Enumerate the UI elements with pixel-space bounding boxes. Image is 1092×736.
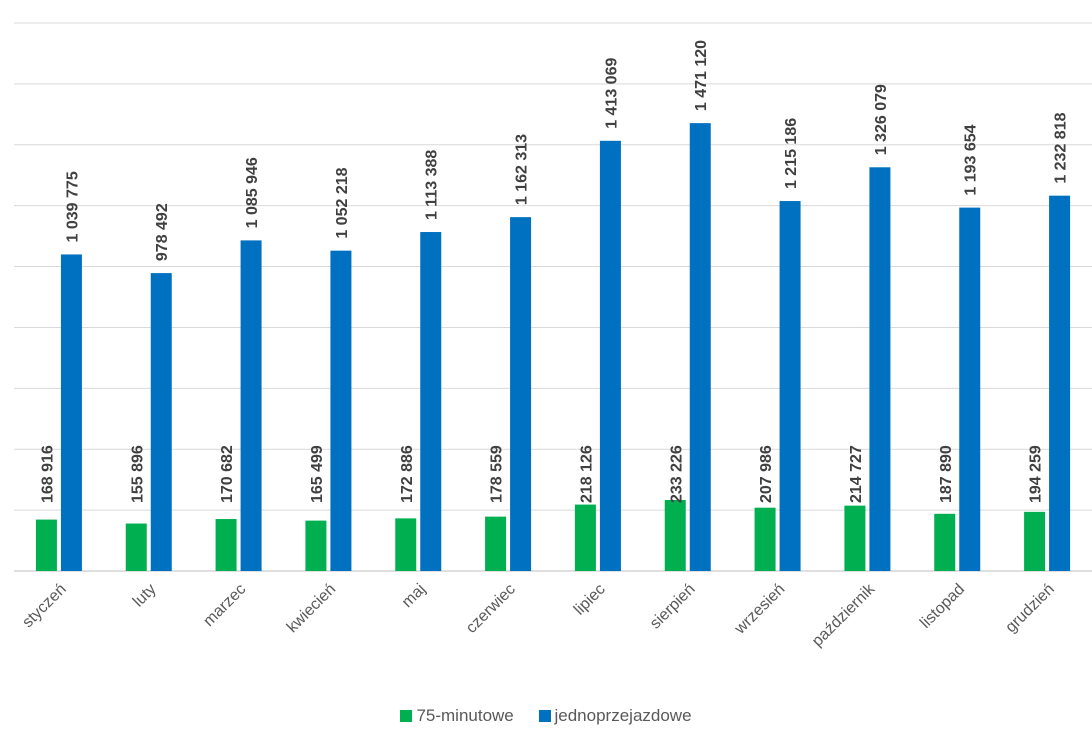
x-tick-label: marzec bbox=[200, 581, 249, 630]
bar-jednoprzejazdowe-1 bbox=[150, 273, 172, 571]
bar-75-minutowe-8 bbox=[754, 507, 776, 571]
gridlines bbox=[14, 22, 1092, 572]
data-label: 233 226 bbox=[668, 445, 685, 503]
data-label: 170 682 bbox=[219, 445, 236, 503]
bar-75-minutowe-9 bbox=[844, 505, 866, 571]
data-label: 1 232 818 bbox=[1053, 112, 1070, 183]
legend-item-75-minutowe: 75-minutowe bbox=[400, 706, 514, 726]
x-tick-label: wrzesień bbox=[731, 581, 788, 638]
legend-label: 75-minutowe bbox=[416, 706, 514, 725]
bar-75-minutowe-4 bbox=[395, 518, 417, 571]
bar-jednoprzejazdowe-0 bbox=[60, 254, 82, 571]
data-label: 1 193 654 bbox=[963, 124, 980, 195]
bar-75-minutowe-11 bbox=[1024, 511, 1046, 571]
data-label: 178 559 bbox=[489, 445, 506, 503]
bar-75-minutowe-7 bbox=[664, 499, 686, 571]
data-label: 155 896 bbox=[129, 445, 146, 503]
x-tick-label: listopad bbox=[917, 581, 968, 632]
data-label: 1 413 069 bbox=[603, 58, 620, 129]
data-label: 172 886 bbox=[399, 445, 416, 503]
data-label: 1 039 775 bbox=[64, 171, 81, 242]
bar-jednoprzejazdowe-4 bbox=[420, 232, 442, 571]
data-label: 194 259 bbox=[1028, 445, 1045, 503]
data-label: 218 126 bbox=[578, 445, 595, 503]
bar-75-minutowe-10 bbox=[934, 513, 956, 571]
bar-75-minutowe-5 bbox=[485, 516, 507, 571]
legend-swatch-green bbox=[400, 710, 413, 722]
bar-jednoprzejazdowe-2 bbox=[240, 240, 262, 571]
bars bbox=[35, 123, 1071, 572]
legend-swatch-blue bbox=[538, 710, 551, 722]
data-label: 1 326 079 bbox=[873, 84, 890, 155]
data-label: 187 890 bbox=[938, 445, 955, 503]
data-label: 214 727 bbox=[848, 445, 865, 503]
data-label: 1 113 388 bbox=[424, 150, 441, 220]
data-label: 207 986 bbox=[758, 445, 775, 503]
legend-label: jednoprzejazdowe bbox=[554, 706, 692, 725]
x-tick-label: październik bbox=[809, 580, 879, 650]
data-label: 168 916 bbox=[39, 445, 56, 503]
x-tick-label: luty bbox=[130, 581, 160, 611]
data-label: 1 471 120 bbox=[693, 40, 710, 111]
x-tick-label: sierpień bbox=[647, 581, 699, 633]
data-label: 1 162 313 bbox=[514, 134, 531, 205]
bar-75-minutowe-2 bbox=[215, 519, 237, 571]
legend: 75-minutowe jednoprzejazdowe bbox=[0, 706, 1092, 727]
bar-chart: 168 916 1 039 775 155 896 978 492 170 682 1 0… bbox=[14, 22, 1092, 650]
x-tick-label: styczeń bbox=[19, 581, 69, 631]
x-tick-label: kwiecień bbox=[284, 581, 339, 636]
x-tick-label: lipiec bbox=[571, 581, 609, 619]
x-tick-label: czerwiec bbox=[463, 581, 519, 637]
bar-jednoprzejazdowe-10 bbox=[959, 207, 981, 571]
bar-jednoprzejazdowe-11 bbox=[1049, 195, 1071, 571]
x-tick-label: grudzień bbox=[1002, 581, 1057, 636]
bar-75-minutowe-6 bbox=[574, 504, 596, 571]
data-label: 1 085 946 bbox=[244, 157, 261, 228]
bar-75-minutowe-3 bbox=[305, 520, 327, 571]
bar-75-minutowe-1 bbox=[125, 523, 147, 571]
bar-jednoprzejazdowe-6 bbox=[599, 140, 621, 571]
x-axis-tick-labels: styczeń luty marzec kwiecień maj czerwiec lipi… bbox=[19, 580, 1058, 650]
bar-jednoprzejazdowe-9 bbox=[869, 167, 891, 572]
x-tick-label: maj bbox=[399, 581, 429, 611]
data-label: 1 052 218 bbox=[334, 167, 351, 238]
data-label: 165 499 bbox=[309, 445, 326, 503]
data-labels: 168 916 1 039 775 155 896 978 492 170 682 1 0… bbox=[39, 40, 1069, 503]
data-label: 1 215 186 bbox=[783, 118, 800, 189]
bar-75-minutowe-0 bbox=[35, 519, 57, 571]
bar-jednoprzejazdowe-3 bbox=[330, 250, 352, 571]
data-label: 978 492 bbox=[154, 203, 171, 261]
bar-jednoprzejazdowe-7 bbox=[689, 123, 711, 572]
bar-jednoprzejazdowe-5 bbox=[510, 217, 532, 571]
legend-item-jednoprzejazdowe: jednoprzejazdowe bbox=[538, 706, 692, 726]
bar-jednoprzejazdowe-8 bbox=[779, 201, 801, 571]
